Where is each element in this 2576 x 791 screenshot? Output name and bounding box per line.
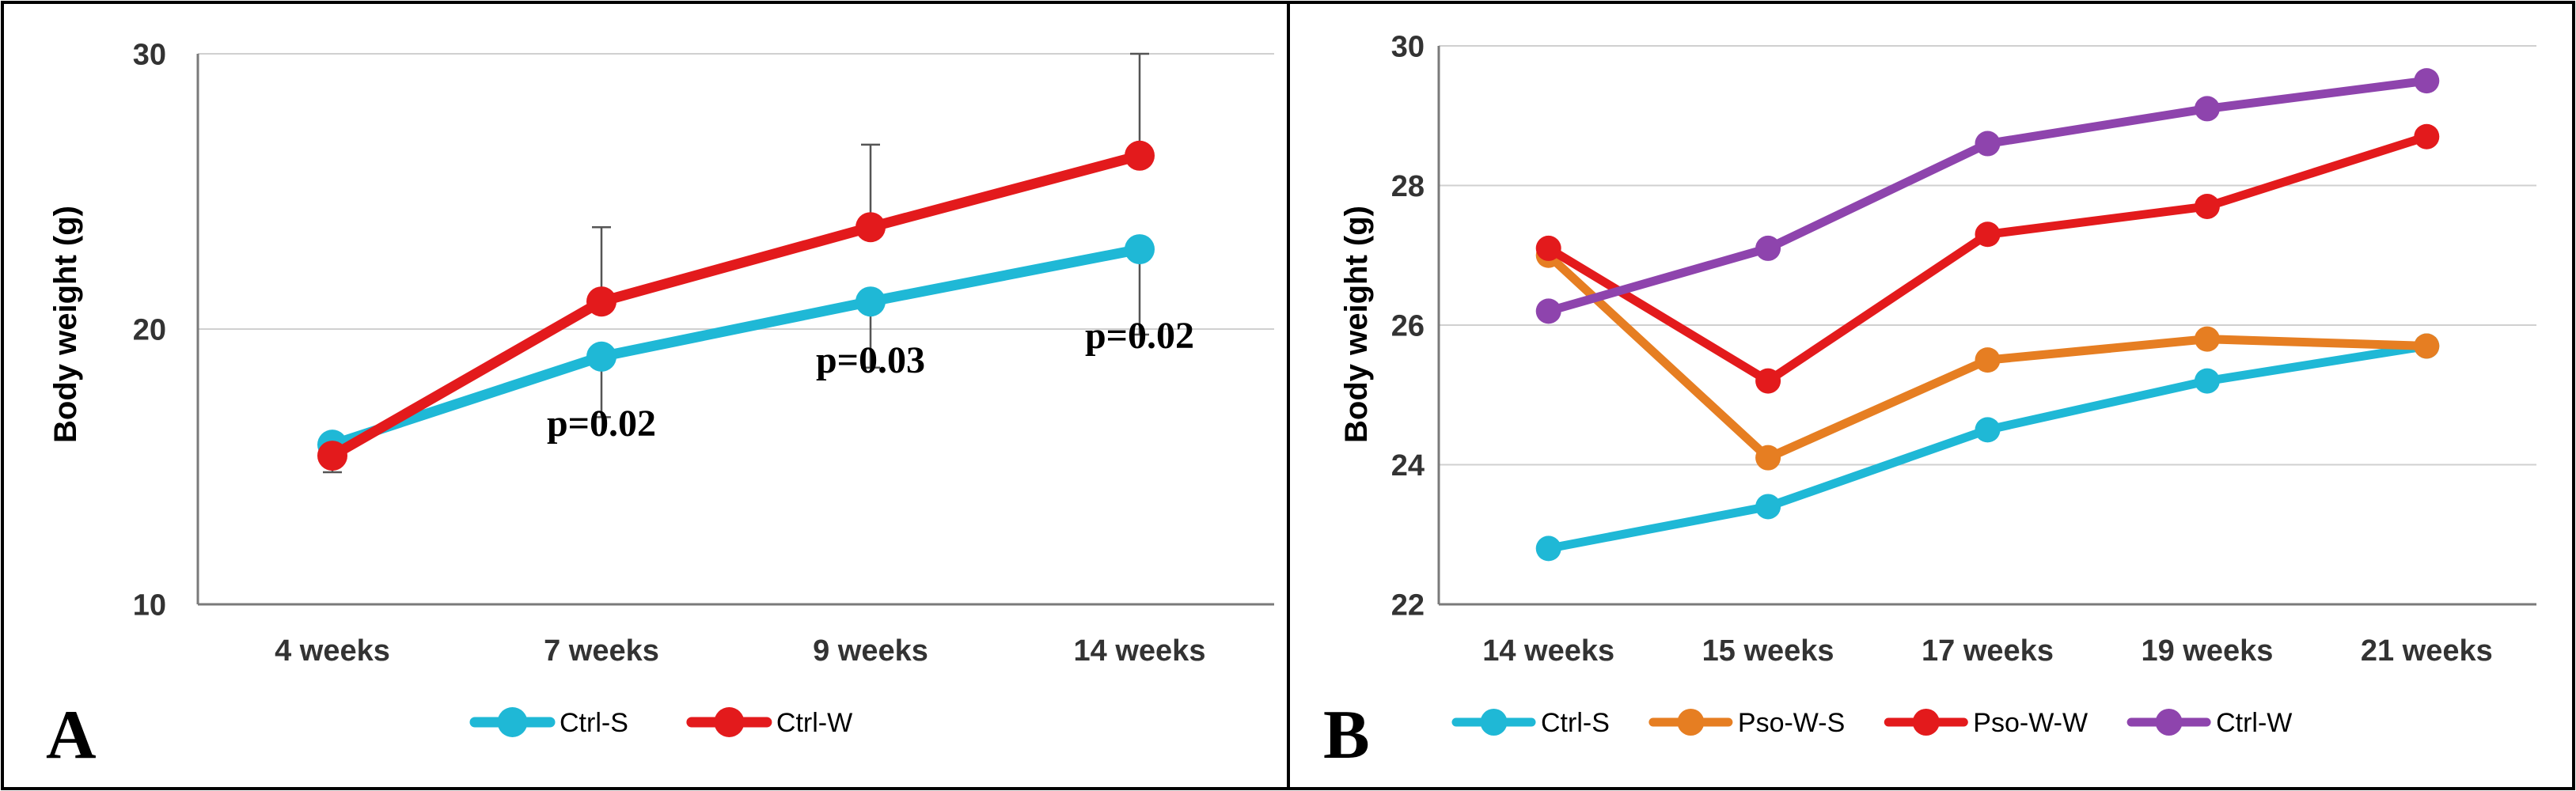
data-point [856,286,886,317]
data-point [1535,536,1561,562]
legend-marker [714,707,745,737]
x-tick-label: 21 weeks [2361,634,2493,668]
data-point [1125,234,1155,265]
data-point [2194,96,2220,122]
panel-a: 10 20 30 4 weeks 7 weeks 9 weeks 14 weeks Body … [46,39,1274,774]
legend-label: Ctrl-W [2216,708,2292,738]
x-tick-label: 9 weeks [813,634,928,668]
data-point [856,212,886,243]
data-point [586,286,616,317]
data-point [2194,326,2220,352]
data-point [2194,193,2220,219]
data-point [1125,140,1155,171]
legend-label: Ctrl-S [1541,708,1610,738]
y-axis-title: Body weight (g) [48,206,83,443]
x-tick-label: 4 weeks [275,634,390,668]
x-tick-label: 14 weeks [1074,634,1206,668]
data-point [1975,417,2001,443]
data-point [2194,368,2220,394]
legend-label: Pso-W-S [1738,708,1845,738]
p-value-annotation: p=0.03 [816,339,925,381]
data-point [317,441,347,471]
data-point [1535,235,1561,261]
x-tick-label: 15 weeks [1702,634,1834,668]
data-point [2414,333,2440,359]
legend-label: Ctrl-S [560,708,628,738]
y-tick-label: 30 [133,39,166,72]
data-point [1755,494,1781,520]
legend-marker [2155,709,2183,736]
y-tick-label: 26 [1391,310,1425,343]
legend-marker [1480,709,1508,736]
data-point [1975,221,2001,248]
panel-letter: A [46,697,97,774]
x-tick-label: 7 weeks [544,634,659,668]
data-point [1755,235,1781,261]
y-tick-label: 20 [133,314,166,347]
legend-marker [1912,709,1940,736]
legend-marker [497,707,528,737]
x-tick-label: 14 weeks [1482,634,1614,668]
series-line [327,150,1145,461]
data-point [1975,347,2001,373]
y-tick-label: 22 [1391,589,1425,623]
panel-b: 22 24 26 28 30 14 weeks 15 weeks 17 weeks 19 wee… [1323,31,2536,774]
legend-label: Ctrl-W [776,708,852,738]
data-point [1975,131,2001,157]
y-tick-label: 24 [1391,449,1425,483]
panel-letter: B [1323,697,1370,774]
data-point [586,341,616,372]
y-tick-label: 10 [133,589,166,623]
legend-marker [1677,709,1705,736]
p-value-annotation: p=0.02 [547,403,656,445]
series-line [327,244,1145,450]
legend-label: Pso-W-W [1973,708,2088,738]
y-axis-title: Body weight (g) [1339,206,1374,443]
data-point [2414,68,2440,94]
data-point [1755,368,1781,394]
p-value-annotation: p=0.02 [1085,315,1194,357]
x-tick-label: 17 weeks [1922,634,2054,668]
x-tick-label: 19 weeks [2141,634,2273,668]
data-point [1755,445,1781,471]
y-tick-label: 28 [1391,170,1425,203]
data-point [1535,298,1561,324]
y-tick-label: 30 [1391,31,1425,64]
data-point [2414,123,2440,149]
